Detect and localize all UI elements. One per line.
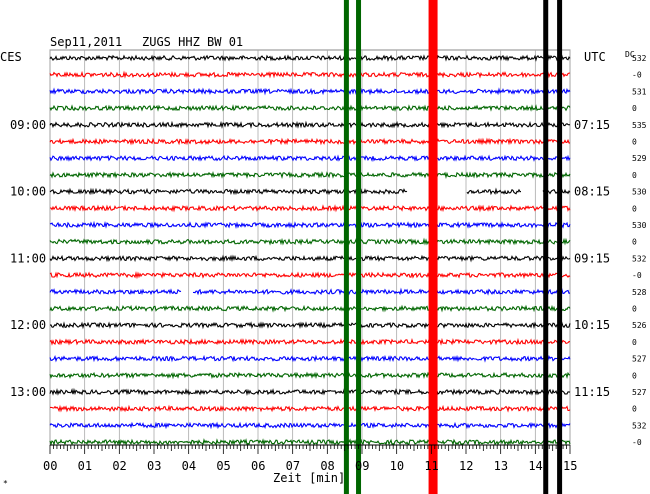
trace-13 xyxy=(49,254,571,263)
dc-value: 530 xyxy=(632,221,647,230)
dc-value: 0 xyxy=(632,138,637,147)
event-bar-1 xyxy=(343,0,349,494)
dc-value: 528 xyxy=(632,288,647,297)
x-tick-label: 03 xyxy=(147,459,161,473)
trace-3 xyxy=(49,87,571,96)
left-time-label: 13:00 xyxy=(10,385,46,399)
trace-21 xyxy=(49,387,571,396)
dc-value: 0 xyxy=(632,171,637,180)
dc-value: 0 xyxy=(632,371,637,380)
trace-24 xyxy=(49,438,571,447)
trace-18 xyxy=(49,337,571,346)
date-label: Sep11,2011 xyxy=(50,35,122,49)
dc-value: 0 xyxy=(632,405,637,414)
trace-12 xyxy=(49,237,571,246)
left-time-label: 11:00 xyxy=(10,251,46,265)
dc-value: 0 xyxy=(632,104,637,113)
trace-6 xyxy=(49,137,571,146)
event-bar-2 xyxy=(356,0,362,494)
x-tick-label: 07 xyxy=(286,459,300,473)
event-bar-3 xyxy=(428,0,438,494)
x-tick-label: 06 xyxy=(251,459,265,473)
trace-10 xyxy=(50,204,571,213)
trace-14 xyxy=(49,271,571,280)
trace-23 xyxy=(49,421,571,430)
trace-9 xyxy=(49,187,571,196)
x-tick-label: 09 xyxy=(355,459,369,473)
right-time-label: 10:15 xyxy=(574,318,610,332)
left-time-label: 09:00 xyxy=(10,118,46,132)
dc-value: 531 xyxy=(632,87,647,96)
x-tick-label: 10 xyxy=(390,459,404,473)
dc-value: 532 xyxy=(632,54,647,63)
trace-16 xyxy=(49,304,571,313)
x-tick-label: 02 xyxy=(112,459,126,473)
dc-value: 530 xyxy=(632,188,647,197)
right-time-label: 11:15 xyxy=(574,385,610,399)
trace-22 xyxy=(50,404,571,413)
dc-value: -0 xyxy=(632,271,642,280)
dc-value: 0 xyxy=(632,305,637,314)
x-tick-label: 00 xyxy=(43,459,57,473)
right-time-label: 09:15 xyxy=(574,251,610,265)
x-tick-label: 11 xyxy=(424,459,438,473)
x-tick-label: 08 xyxy=(320,459,334,473)
event-bar-5 xyxy=(557,0,563,494)
event-bar-4 xyxy=(543,0,549,494)
trace-15 xyxy=(49,287,571,296)
dc-value: -0 xyxy=(632,438,642,447)
dc-value: 0 xyxy=(632,238,637,247)
trace-17 xyxy=(49,321,571,330)
right-unit-label: UTC xyxy=(584,50,606,64)
trace-20 xyxy=(49,371,571,380)
x-tick-label: 01 xyxy=(78,459,92,473)
dc-value: 532 xyxy=(632,421,647,430)
left-time-label: 10:00 xyxy=(10,185,46,199)
x-tick-label: 15 xyxy=(563,459,577,473)
x-tick-label: 14 xyxy=(528,459,542,473)
station-label: ZUGS HHZ BW 01 xyxy=(142,35,243,49)
x-axis-label: Zeit [min] xyxy=(273,471,345,485)
x-axis: 00 01 02 03 04 05 06 07 08 09 10 11 12 13 14 15 xyxy=(43,444,577,473)
grid xyxy=(49,49,571,446)
dc-value: 527 xyxy=(632,355,647,364)
trace-11 xyxy=(49,220,571,230)
dc-value: 526 xyxy=(632,321,647,330)
trace-7 xyxy=(49,154,571,163)
trace-5 xyxy=(49,120,571,129)
traces xyxy=(49,54,571,447)
x-tick-label: 13 xyxy=(494,459,508,473)
time-labels: 532 -0 531 0 535 0 529 0 530 0 530 0 532 -0 528 0 526 0 52… xyxy=(10,54,647,447)
dc-label: DC xyxy=(625,50,635,59)
left-time-label: 12:00 xyxy=(10,318,46,332)
corner-mark: * xyxy=(3,479,8,488)
dc-value: 532 xyxy=(632,254,647,263)
x-tick-label: 04 xyxy=(182,459,196,473)
event-bars xyxy=(343,0,563,494)
trace-1 xyxy=(49,54,571,62)
trace-4 xyxy=(49,104,571,112)
dc-value: -0 xyxy=(632,71,642,80)
dc-value: 0 xyxy=(632,338,637,347)
dc-value: 527 xyxy=(632,388,647,397)
dc-value: 529 xyxy=(632,154,647,163)
trace-8 xyxy=(49,170,571,179)
trace-19 xyxy=(49,354,571,363)
trace-2 xyxy=(49,70,571,79)
plot-frame xyxy=(49,49,571,446)
dc-value: 535 xyxy=(632,121,647,130)
left-unit-label: CES xyxy=(0,50,22,64)
right-time-label: 08:15 xyxy=(574,185,610,199)
x-tick-label: 05 xyxy=(216,459,230,473)
dc-value: 0 xyxy=(632,204,637,213)
right-time-label: 07:15 xyxy=(574,118,610,132)
x-tick-label: 12 xyxy=(459,459,473,473)
